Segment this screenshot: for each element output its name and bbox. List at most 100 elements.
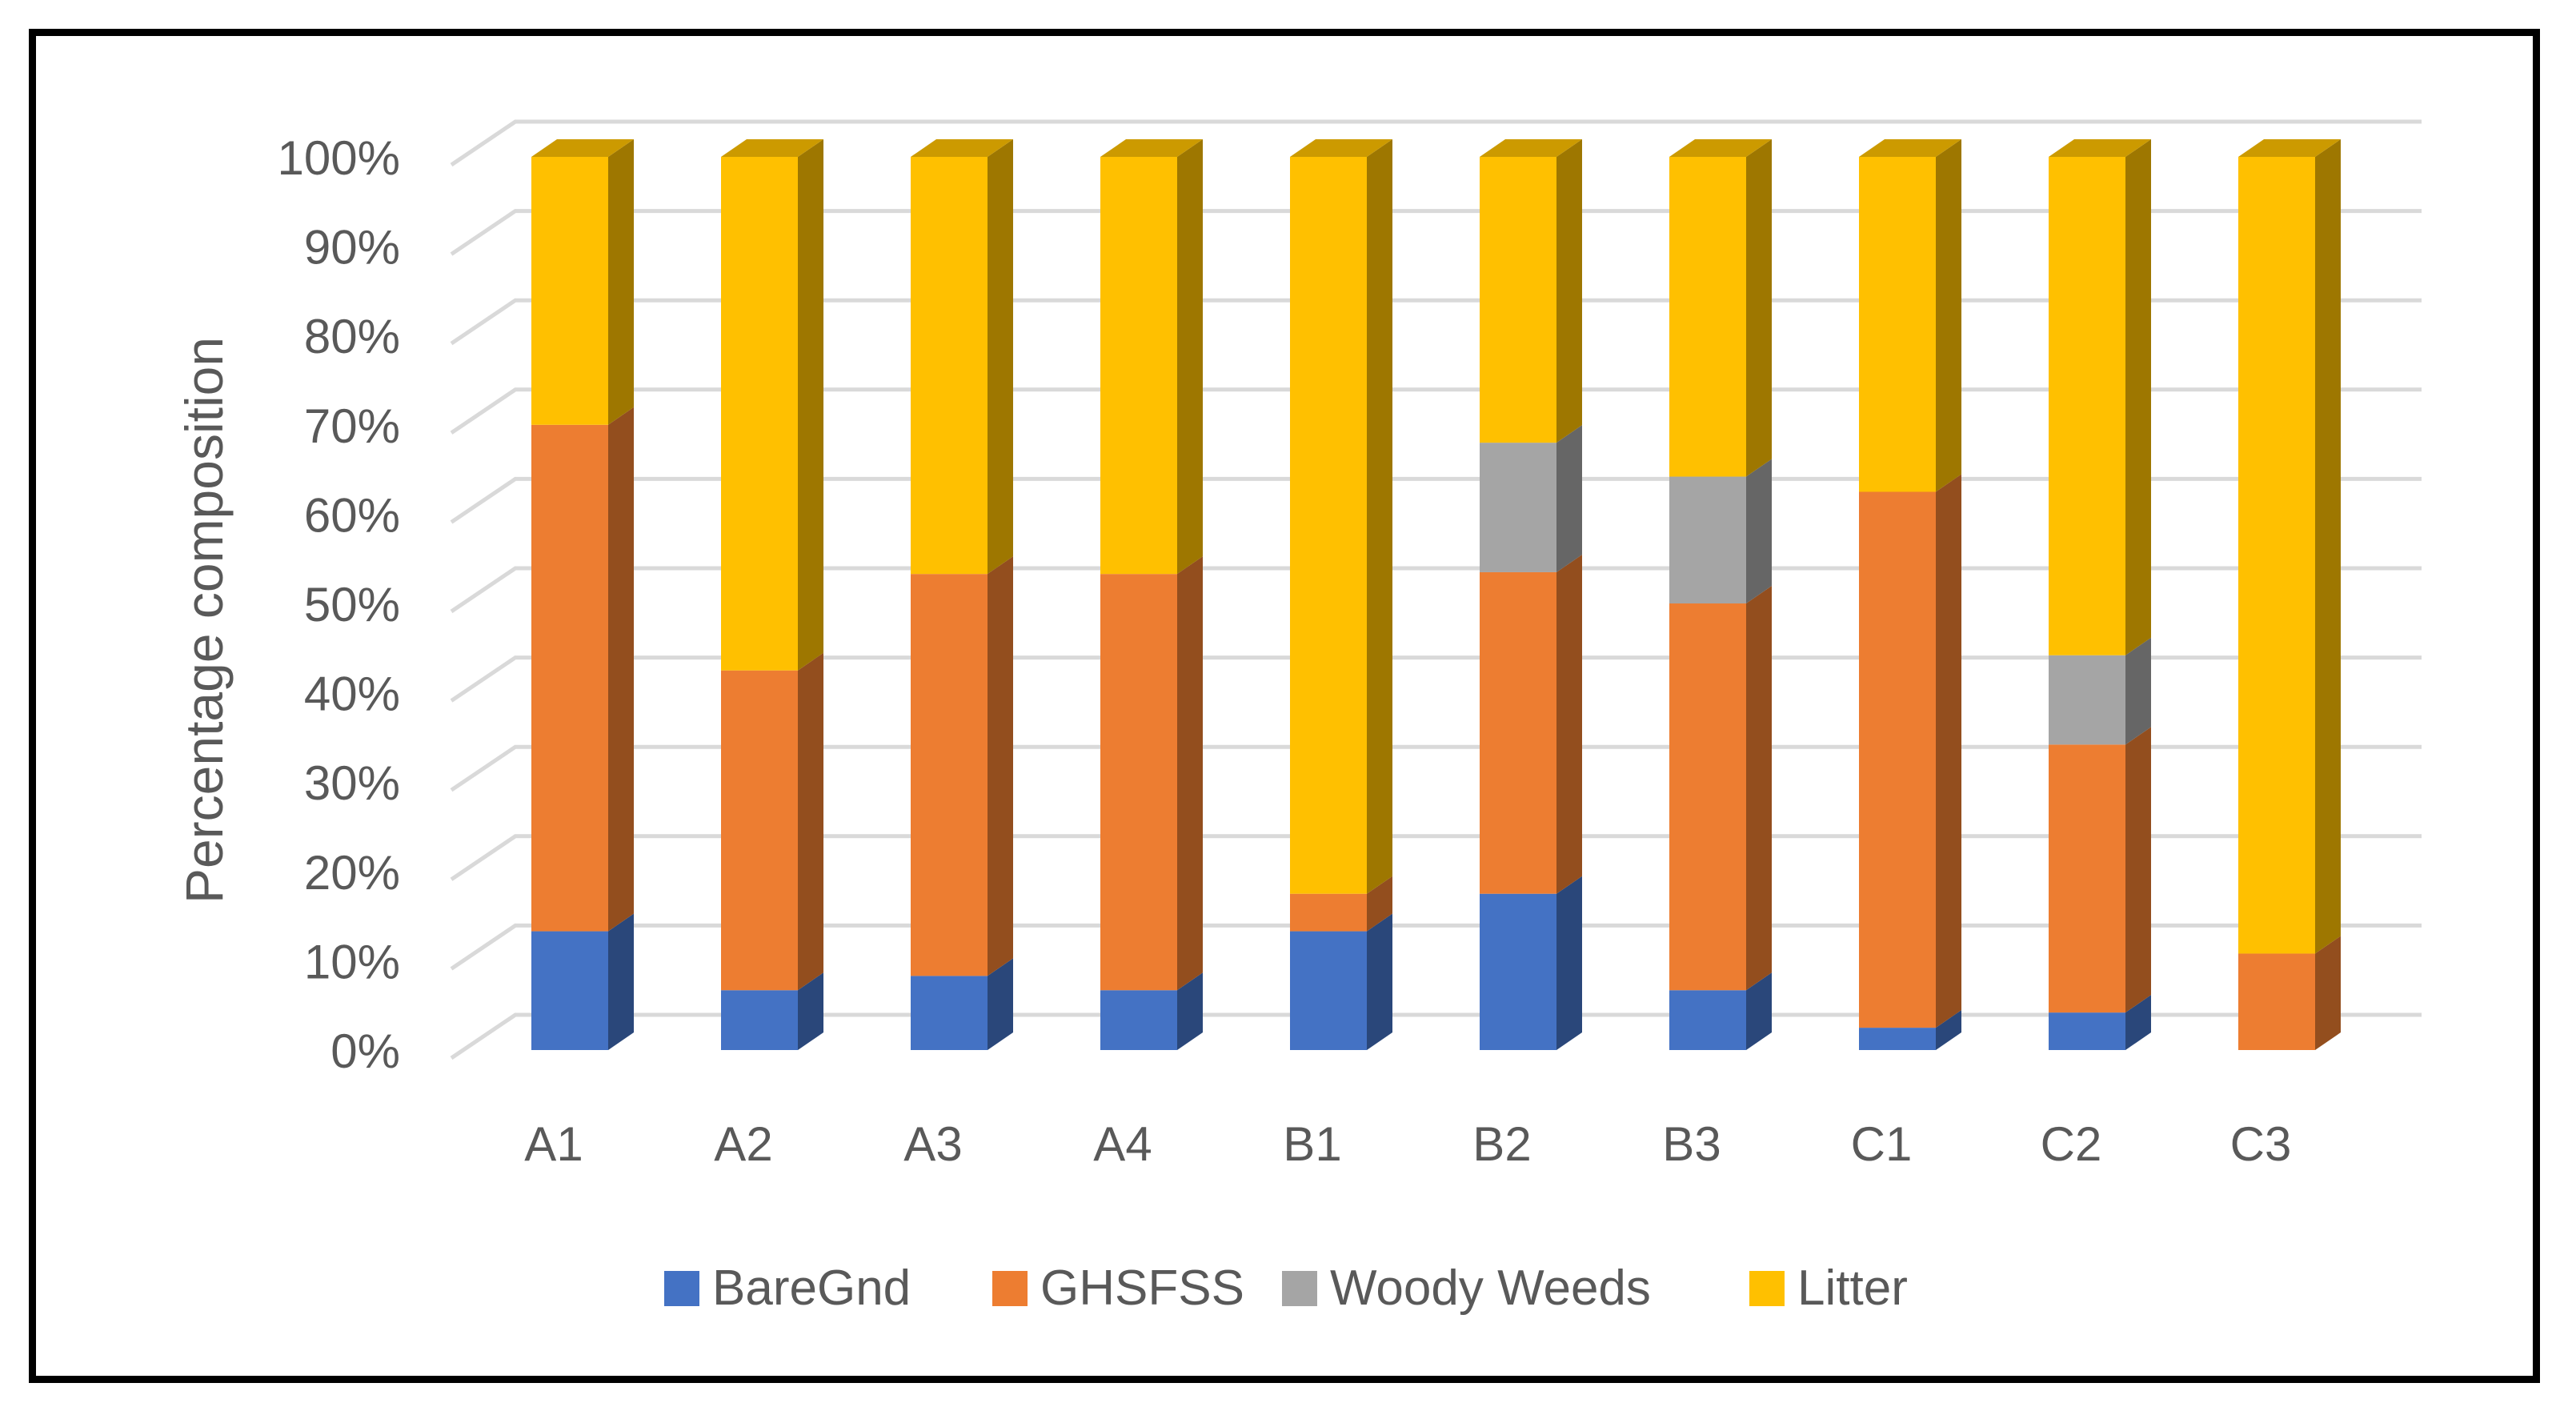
bar-front-face [1290, 157, 1367, 894]
bar-segment-baregnd [721, 972, 823, 1050]
bar-top-face [1100, 139, 1203, 157]
x-tick-label: A3 [903, 1117, 962, 1171]
y-tick-label: 100% [278, 131, 400, 185]
bar-side-face [2125, 995, 2151, 1050]
legend-swatch [1749, 1271, 1785, 1306]
bar-segment-ghsfss [721, 652, 823, 991]
bar-side-face [1746, 139, 1772, 477]
gridline [450, 119, 2422, 167]
bar-front-face [1100, 574, 1177, 991]
legend-label: Litter [1797, 1261, 1908, 1316]
bar-segment-ghsfss [1480, 554, 1582, 894]
bar-front-face [1480, 157, 1556, 443]
x-tick-label: B3 [1662, 1117, 1721, 1171]
bar-top-face [2238, 139, 2341, 157]
bar-front-face [1290, 893, 1367, 932]
bar-top-face [721, 139, 823, 157]
legend-item: Litter [1749, 1261, 1908, 1316]
gridlines [450, 119, 2422, 1060]
bar-front-face [2238, 157, 2315, 954]
bar-front-face [1669, 603, 1746, 991]
bar-side-face [608, 407, 634, 932]
y-tick-label: 40% [304, 667, 400, 721]
bar-top-face [1290, 139, 1392, 157]
x-tick-label: C3 [2230, 1117, 2292, 1171]
bar-side-face [1936, 139, 1961, 492]
bar-segment-litter [721, 139, 823, 671]
bar-front-face [1100, 157, 1177, 575]
x-tick-label: B1 [1283, 1117, 1341, 1171]
legend-swatch [664, 1271, 699, 1306]
bar-top-face [911, 139, 1013, 157]
y-tick-label: 50% [304, 578, 400, 631]
bar-side-face [1936, 1010, 1961, 1050]
bar-front-face [531, 424, 608, 932]
bar-segment-litter [911, 139, 1013, 575]
bar-side-face [2125, 139, 2151, 655]
bar-segment-baregnd [531, 913, 634, 1050]
gridline [450, 655, 2422, 703]
legend-label: BareGnd [712, 1261, 911, 1316]
bar-segment-ghsfss [2238, 936, 2341, 1050]
bar-side-face [1746, 459, 1772, 603]
bar-front-face [911, 574, 988, 976]
gridline [450, 834, 2422, 881]
y-tick-label: 90% [304, 221, 400, 275]
y-tick-label: 0% [331, 1024, 400, 1078]
bar-side-face [1556, 876, 1582, 1050]
legend-swatch [992, 1271, 1028, 1306]
bar-segment-litter [1100, 139, 1203, 575]
bar-segment-baregnd [1669, 972, 1772, 1050]
x-tick-label: C2 [2041, 1117, 2102, 1171]
bar-segment-ghsfss [1669, 586, 1772, 991]
bar-segment-litter [1669, 139, 1772, 477]
bar-segment-baregnd [2049, 995, 2151, 1050]
gridline [450, 209, 2422, 256]
bar-front-face [721, 157, 798, 671]
bar-front-face [1480, 893, 1556, 1050]
y-axis-label: Percentage composition [174, 337, 234, 904]
y-tick-label: 80% [304, 310, 400, 363]
bar-segment-ghsfss [2049, 727, 2151, 1013]
bar-front-face [531, 931, 608, 1050]
bar-segment-baregnd [1480, 876, 1582, 1050]
bar-front-face [1859, 1028, 1936, 1050]
bar-segment-woody-weeds [1480, 425, 1582, 572]
bar-segment-ghsfss [1859, 474, 1961, 1028]
gridline [450, 387, 2422, 435]
bar-top-face [1480, 139, 1582, 157]
bar-top-face [1669, 139, 1772, 157]
legend-item: Woody Weeds [1282, 1261, 1651, 1316]
bar-segment-woody-weeds [1669, 459, 1772, 603]
bar-side-face [1177, 139, 1203, 575]
bar-side-face [1746, 972, 1772, 1050]
bar-side-face [1367, 913, 1392, 1050]
bar-side-face [988, 958, 1013, 1050]
bar-front-face [2049, 655, 2125, 745]
bar-side-face [1936, 474, 1961, 1028]
bar-front-face [911, 976, 988, 1050]
bar-segment-baregnd [911, 958, 1013, 1050]
bar-front-face [1669, 157, 1746, 477]
bar-segment-litter [2049, 139, 2151, 655]
bar-side-face [798, 139, 823, 671]
gridline [450, 923, 2422, 971]
bar-segment-woody-weeds [2049, 637, 2151, 745]
bar-segment-ghsfss [911, 556, 1013, 976]
bar-front-face [2049, 157, 2125, 655]
x-tick-label: A4 [1093, 1117, 1152, 1171]
bar-front-face [1480, 443, 1556, 572]
bar-side-face [1177, 972, 1203, 1050]
y-axis-ticks: 0% 10% 20% 30% 40% 50% 60% 70% 80% 90% 100% [278, 131, 400, 1078]
y-tick-label: 20% [304, 846, 400, 900]
bars [531, 139, 2341, 1050]
bar-segment-baregnd [1290, 913, 1392, 1050]
y-tick-label: 10% [304, 935, 400, 988]
bar-side-face [2125, 727, 2151, 1013]
gridline [450, 566, 2422, 614]
y-tick-label: 60% [304, 488, 400, 542]
bar-front-face [1859, 157, 1936, 492]
bar-side-face [798, 972, 823, 1050]
legend-item: BareGnd [664, 1261, 911, 1316]
